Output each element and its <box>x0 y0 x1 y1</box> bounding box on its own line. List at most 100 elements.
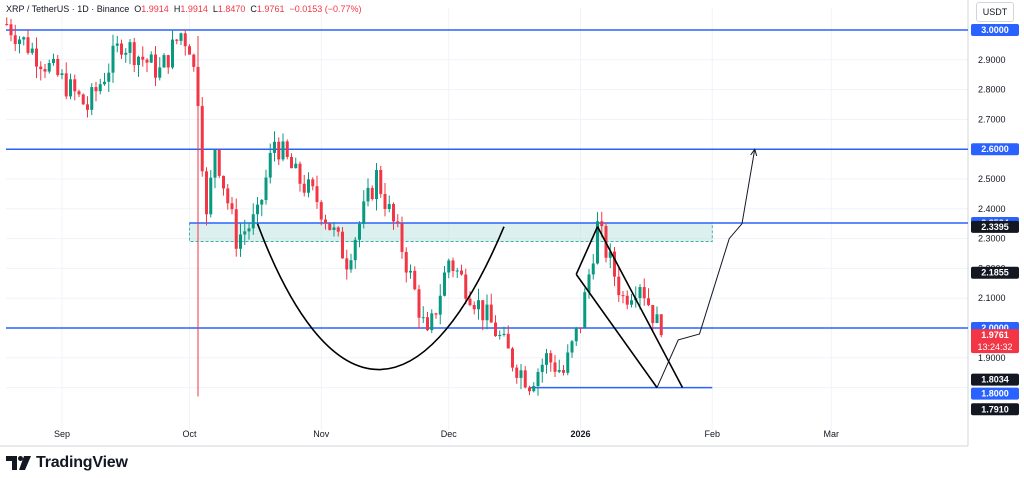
tradingview-logo-icon <box>6 456 31 470</box>
candle-body <box>294 163 298 169</box>
candle-body <box>336 227 340 232</box>
price-label-text: 1.8034 <box>981 375 1009 385</box>
flag-lower-line <box>575 273 658 389</box>
candle-body <box>630 300 633 305</box>
candle-body <box>39 66 43 70</box>
candle-body <box>47 62 51 72</box>
projection-arrow <box>656 148 758 388</box>
candle-body <box>528 387 531 392</box>
candle-body <box>281 141 285 160</box>
candle-body <box>638 287 642 299</box>
candle-body <box>183 33 187 47</box>
candle-body <box>307 179 310 193</box>
y-tick-label: 2.1000 <box>978 293 1006 303</box>
candle-body <box>324 219 327 224</box>
candle-body <box>370 187 374 200</box>
candle-body <box>149 54 153 63</box>
candle-body <box>205 171 208 215</box>
open-value: 1.9914 <box>141 4 169 14</box>
time-axis[interactable]: Sep Oct Nov Dec 2026 Feb Mar <box>54 429 839 439</box>
candle-body <box>5 24 9 26</box>
x-tick-label: Sep <box>54 429 70 439</box>
candle-body <box>579 327 582 329</box>
candle-body <box>485 304 489 321</box>
price-label-text: 1.8000 <box>981 389 1009 399</box>
candle-body <box>22 37 26 40</box>
price-label-text: 2.3395 <box>981 222 1009 232</box>
candle-body <box>243 231 247 235</box>
candle-body <box>647 298 650 306</box>
candle-body <box>600 221 604 227</box>
candle-body <box>132 42 136 66</box>
candle-body <box>451 260 455 272</box>
tradingview-logo[interactable]: TradingView <box>6 452 128 474</box>
price-label-box <box>971 403 1019 416</box>
candle-body <box>651 305 655 324</box>
candle-body <box>200 106 204 172</box>
price-label-text: 2.6000 <box>981 144 1009 154</box>
candle-body <box>379 170 383 194</box>
close-value: 1.9761 <box>256 4 285 14</box>
candle-body <box>332 227 336 230</box>
candle-body <box>566 352 570 373</box>
candle-body <box>111 45 115 73</box>
candle-body <box>434 313 438 315</box>
candle-body <box>417 289 421 318</box>
candle-body <box>587 274 591 293</box>
price-axis[interactable]: 1.90002.10002.20002.30002.40002.50002.70… <box>978 55 1006 363</box>
candle-body <box>489 304 493 323</box>
candle-body <box>162 55 166 68</box>
candle-body <box>264 177 268 200</box>
candle-body <box>251 214 255 229</box>
candle-body <box>298 163 302 184</box>
price-label-box <box>971 387 1019 400</box>
currency-button[interactable]: USDT <box>976 2 1014 22</box>
candle-body <box>387 203 391 209</box>
candle-body <box>234 209 238 249</box>
candle-body <box>536 372 540 387</box>
candle-body <box>73 79 77 92</box>
tradingview-logo-text: TradingView <box>36 454 128 471</box>
candle-body <box>472 305 476 310</box>
candle-body <box>222 175 225 189</box>
candle-body <box>438 295 442 315</box>
candle-body <box>247 228 251 232</box>
candle-body <box>583 292 587 328</box>
y-tick-label: 2.8000 <box>978 85 1006 95</box>
candle-body <box>557 370 561 372</box>
symbol-title[interactable]: XRP / TetherUS · 1D · Binance <box>6 4 130 14</box>
y-tick-label: 1.9000 <box>978 353 1006 363</box>
candle-body <box>319 202 323 220</box>
candle-body <box>613 251 616 277</box>
candle-body <box>124 52 128 55</box>
candle-body <box>353 239 357 261</box>
price-label-text: 2.0000 <box>981 323 1009 333</box>
candle-body <box>90 87 94 110</box>
price-label-text: 3.0000 <box>981 25 1009 35</box>
symbol-legend[interactable]: XRP / TetherUS · 1D · Binance O1.9914 H1… <box>6 4 362 14</box>
candle-body <box>175 39 179 41</box>
low-label: L <box>212 4 218 14</box>
candle-body <box>502 333 506 335</box>
candle-body <box>532 386 536 392</box>
candle-body <box>366 187 370 202</box>
price-label-box <box>971 266 1019 279</box>
candle-body <box>69 79 72 97</box>
y-tick-label: 2.4000 <box>978 204 1006 214</box>
projection-path <box>656 149 756 388</box>
cup-and-handle-drawing <box>256 223 684 389</box>
candle-body <box>268 152 272 178</box>
candle-body <box>413 270 417 290</box>
x-tick-label: Mar <box>824 429 840 439</box>
candle-body <box>30 48 34 53</box>
candle-body <box>217 149 221 176</box>
high-label: H <box>173 4 181 14</box>
candle-body <box>460 270 463 275</box>
high-value: 1.9914 <box>180 4 208 14</box>
price-label-text: 1.7910 <box>981 404 1009 414</box>
x-tick-label: 2026 <box>570 429 590 439</box>
price-label-box <box>971 329 1019 354</box>
candle-body <box>358 223 361 240</box>
candle-body <box>188 46 191 55</box>
